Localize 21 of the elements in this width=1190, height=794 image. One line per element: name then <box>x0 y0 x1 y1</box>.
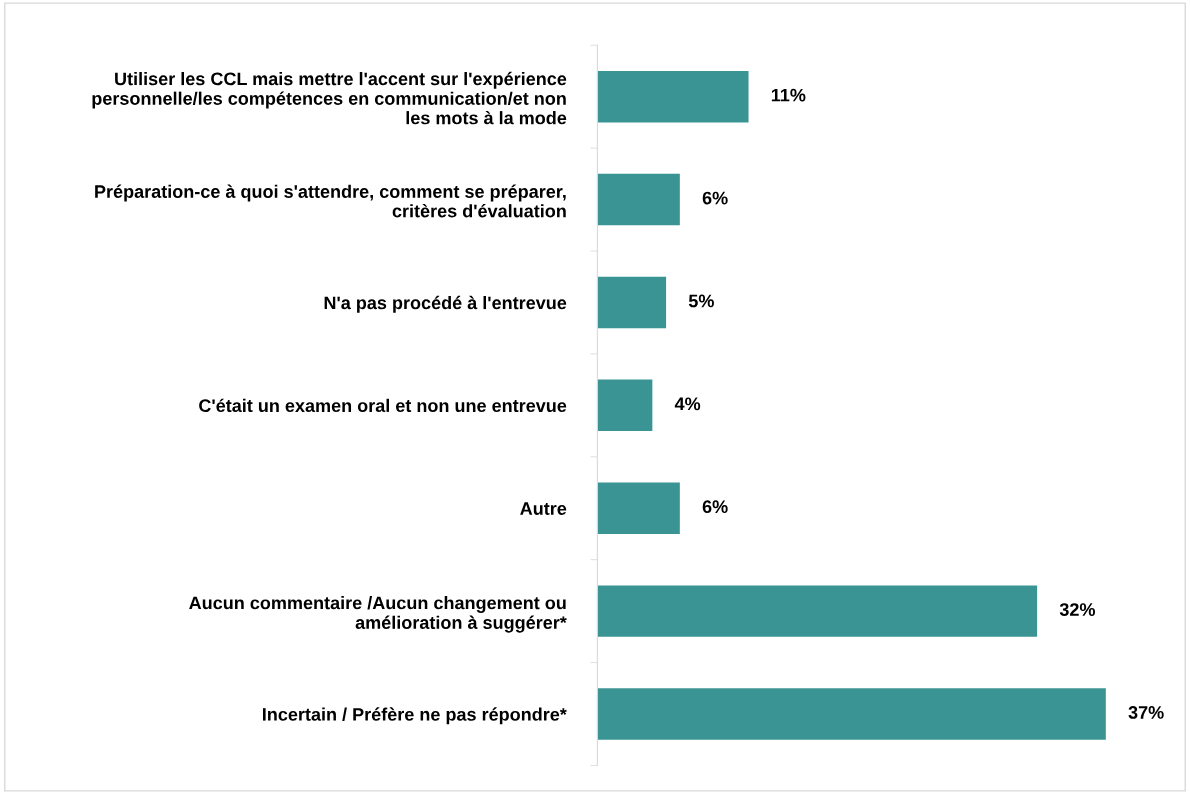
y-tick-label: N'a pas procédé à l'entrevue <box>324 295 567 313</box>
bar <box>597 688 1106 740</box>
data-label: 11% <box>771 88 806 102</box>
data-label: 37% <box>1128 706 1164 719</box>
bar <box>597 585 1038 637</box>
bar <box>597 276 667 329</box>
y-tick-label: Autre <box>520 502 567 515</box>
y-tick-label: Utiliser les CCL mais mettre l'accent sur l'expérience personnelle/les compétences en communication/et non les mots à la mode <box>92 71 567 125</box>
data-label: 4% <box>674 397 701 411</box>
bar <box>597 482 680 534</box>
bar <box>597 70 749 123</box>
data-label: 6% <box>702 191 728 205</box>
data-label: 5% <box>688 294 714 308</box>
data-label: 32% <box>1059 603 1096 616</box>
bar <box>597 173 680 226</box>
y-tick-label: Aucun commentaire /Aucun changement ou amélioration à suggérer* <box>189 596 567 633</box>
y-tick-label: C'était un examen oral et non une entrevue <box>199 398 567 413</box>
data-label: 6% <box>702 500 728 514</box>
y-tick-label: Incertain / Préfère ne pas répondre* <box>263 707 567 725</box>
y-tick-label: Préparation-ce à quoi s'attendre, comment se préparer, critères d'évaluation <box>95 184 566 218</box>
bar <box>597 379 653 432</box>
